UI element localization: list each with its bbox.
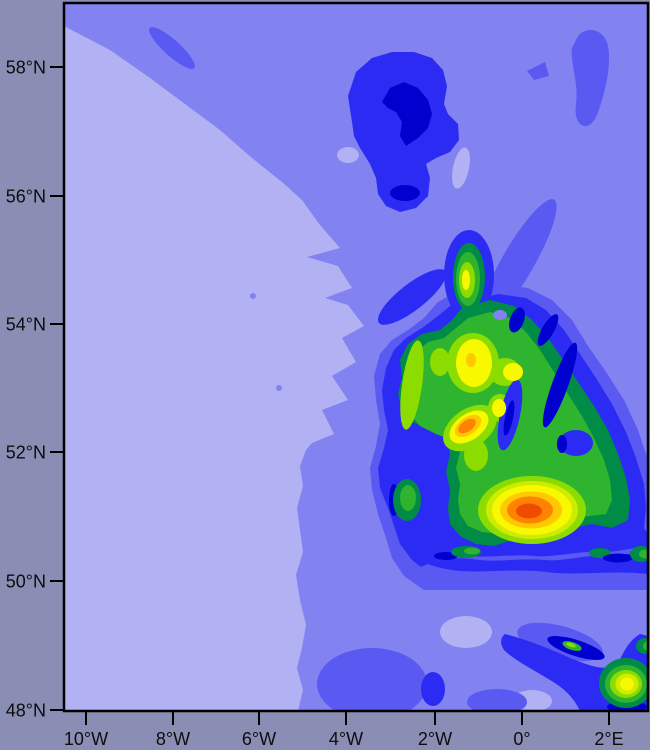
contour-region [566, 642, 576, 648]
contour-region [462, 270, 470, 290]
y-tick-label: 52°N [6, 442, 46, 462]
contour-region [503, 363, 523, 381]
x-tick-label: 2°E [594, 729, 623, 749]
y-tick-label: 56°N [6, 186, 46, 206]
contour-region [250, 293, 256, 299]
contour-region [428, 552, 648, 574]
x-tick-label: 2°W [418, 729, 452, 749]
contour-region [337, 147, 359, 163]
contour-region [400, 485, 416, 511]
contour-region [452, 147, 470, 189]
contour-region [620, 677, 634, 691]
contour-region [516, 503, 542, 519]
latitude-axis: 58°N 56°N 54°N 52°N 50°N 48°N [6, 57, 64, 720]
contour-region [492, 399, 506, 417]
contour-region [493, 310, 507, 320]
contour-region [430, 348, 450, 376]
contour-region [464, 439, 488, 471]
x-tick-label: 8°W [156, 729, 190, 749]
contour-region [317, 648, 427, 711]
contour-region [559, 430, 593, 456]
contour-region [458, 418, 476, 434]
contour-region [639, 549, 648, 559]
y-tick-label: 58°N [6, 57, 46, 77]
contour-region [400, 340, 424, 430]
contour-region [542, 342, 578, 428]
contour-region [390, 185, 420, 201]
contour-region [589, 548, 611, 558]
contour-region [467, 689, 527, 711]
contour-region [276, 385, 282, 391]
contour-region [503, 400, 515, 436]
contour-region [603, 553, 633, 563]
contour-region [527, 62, 549, 80]
x-tick-label: 4°W [329, 729, 363, 749]
contour-field [64, 3, 648, 711]
contour-region [571, 30, 610, 127]
y-tick-label: 48°N [6, 700, 46, 720]
x-tick-label: 6°W [242, 729, 276, 749]
contour-region [509, 307, 525, 333]
map-frame [62, 1, 650, 713]
contour-region [557, 435, 567, 453]
contour-region [377, 269, 447, 325]
contour-region [466, 353, 476, 367]
contour-region [440, 616, 492, 648]
contour-region [382, 82, 432, 146]
contour-region [537, 314, 559, 346]
contour-region [149, 27, 195, 69]
longitude-axis: 10°W 8°W 6°W 4°W 2°W 0° 2°E [64, 711, 624, 749]
x-tick-label: 10°W [64, 729, 108, 749]
x-tick-label: 0° [513, 729, 530, 749]
contour-region [421, 672, 445, 706]
y-tick-label: 50°N [6, 571, 46, 591]
y-tick-label: 54°N [6, 314, 46, 334]
contour-region [464, 547, 480, 555]
